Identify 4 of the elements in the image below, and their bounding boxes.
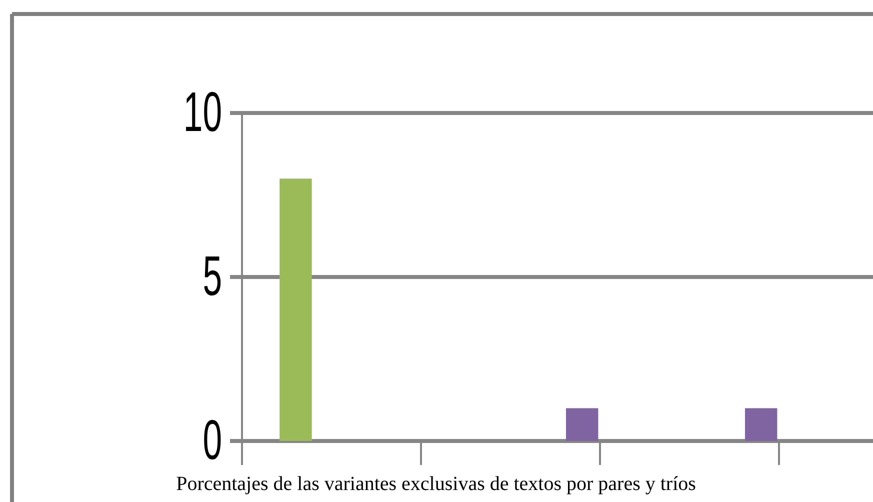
y-tick-label: 10 <box>183 80 222 144</box>
x-axis-title: Porcentajes de las variantes exclusivas de textos por pares y tríos <box>176 473 696 495</box>
y-tick-label: 0 <box>202 408 222 472</box>
y-tick-label: 5 <box>202 244 222 308</box>
